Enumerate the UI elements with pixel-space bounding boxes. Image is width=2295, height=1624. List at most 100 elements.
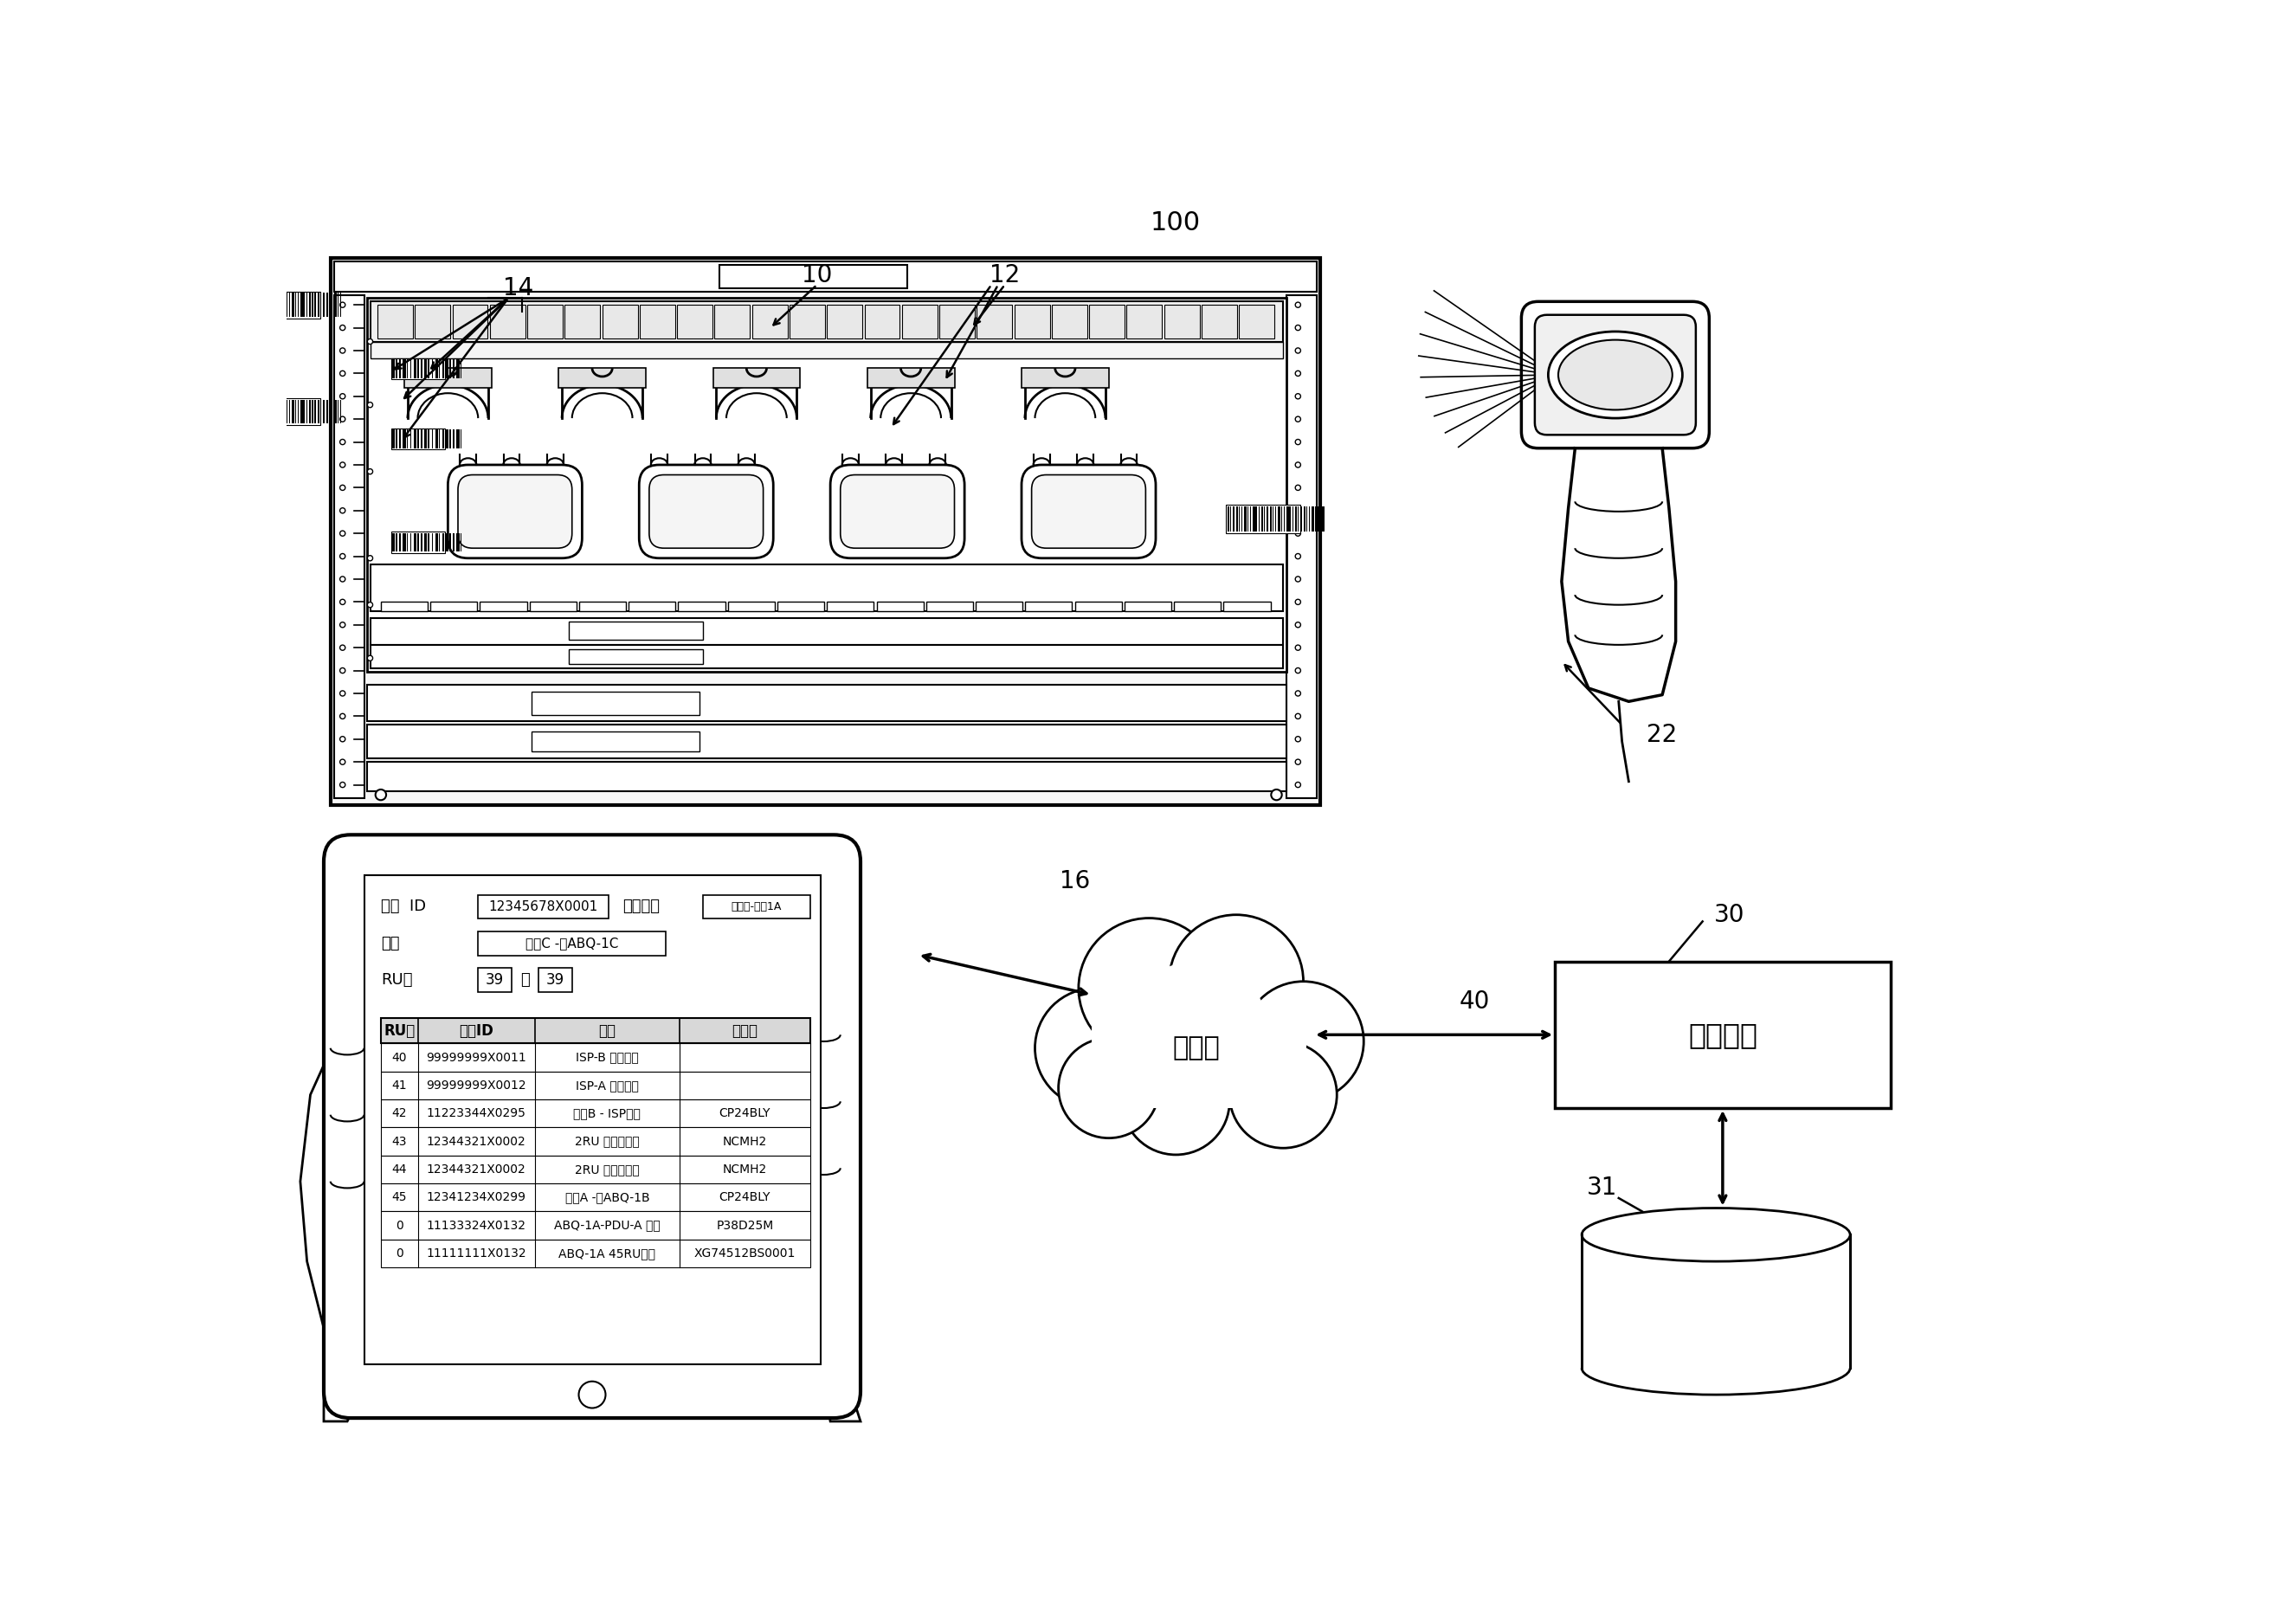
Text: NCMH2: NCMH2 [723, 1163, 767, 1176]
Circle shape [340, 416, 344, 422]
Bar [257, 292, 321, 318]
Text: 40: 40 [392, 1051, 406, 1064]
Text: 12344321X0002: 12344321X0002 [427, 1135, 526, 1148]
Bar [381, 1239, 810, 1267]
Circle shape [1294, 393, 1301, 400]
Circle shape [1294, 577, 1301, 581]
Circle shape [1058, 1038, 1159, 1138]
Text: NCMH2: NCMH2 [723, 1135, 767, 1148]
Bar [679, 601, 725, 612]
Circle shape [1244, 981, 1363, 1101]
Circle shape [340, 783, 344, 788]
Bar [1175, 601, 1221, 612]
Text: 43: 43 [392, 1135, 406, 1148]
Bar [532, 692, 700, 715]
FancyBboxPatch shape [638, 464, 773, 559]
Bar [558, 369, 645, 388]
Bar [367, 724, 1287, 758]
Text: 注解: 注解 [599, 1023, 615, 1038]
Circle shape [340, 302, 344, 307]
Bar [390, 359, 445, 380]
Circle shape [340, 599, 344, 604]
Bar [381, 601, 427, 612]
Bar [477, 968, 512, 992]
Circle shape [1294, 645, 1301, 650]
Bar [392, 429, 395, 448]
Text: 因特网: 因特网 [1173, 1036, 1219, 1060]
FancyBboxPatch shape [448, 464, 583, 559]
Text: 100: 100 [1150, 211, 1200, 235]
Bar [1226, 505, 1299, 533]
FancyBboxPatch shape [649, 474, 764, 549]
Bar [714, 369, 801, 388]
Text: 99999999X0012: 99999999X0012 [427, 1080, 526, 1091]
Bar [975, 601, 1024, 612]
Circle shape [1294, 531, 1301, 536]
Text: 39: 39 [487, 973, 505, 987]
Circle shape [340, 690, 344, 697]
Circle shape [367, 339, 372, 344]
Text: 41: 41 [392, 1080, 406, 1091]
Circle shape [1294, 370, 1301, 377]
Bar [1125, 601, 1170, 612]
Bar [868, 369, 955, 388]
Bar [376, 305, 413, 338]
Bar [445, 429, 448, 448]
Bar [367, 762, 1287, 791]
Bar [480, 601, 528, 612]
Text: 到: 到 [521, 973, 530, 987]
Bar [381, 1212, 810, 1239]
Bar [425, 359, 427, 378]
Circle shape [1294, 440, 1301, 445]
Bar [372, 565, 1283, 612]
Ellipse shape [1581, 1208, 1850, 1262]
Circle shape [340, 577, 344, 581]
Ellipse shape [1549, 331, 1682, 419]
FancyBboxPatch shape [1021, 464, 1157, 559]
Bar [1051, 305, 1088, 338]
Circle shape [1271, 789, 1283, 801]
Bar [539, 968, 571, 992]
Text: 42: 42 [392, 1108, 406, 1119]
Bar [528, 305, 562, 338]
Circle shape [367, 555, 372, 560]
Bar [431, 601, 477, 612]
Bar [381, 1127, 810, 1155]
Text: 12344321X0002: 12344321X0002 [427, 1163, 526, 1176]
Bar [532, 731, 700, 752]
Text: 30: 30 [1714, 903, 1744, 927]
Text: 45: 45 [392, 1192, 406, 1203]
Text: 11223344X0295: 11223344X0295 [427, 1108, 526, 1119]
Bar [381, 1184, 810, 1212]
Circle shape [340, 645, 344, 650]
Bar [381, 1018, 810, 1044]
Bar [1021, 369, 1108, 388]
Bar [530, 601, 576, 612]
Circle shape [340, 622, 344, 627]
Bar [753, 305, 787, 338]
Bar [404, 369, 491, 388]
Bar [372, 302, 1283, 341]
Bar [702, 895, 810, 919]
Bar [457, 429, 459, 448]
Circle shape [1294, 554, 1301, 559]
Bar [413, 359, 415, 378]
Text: 22: 22 [1648, 723, 1678, 747]
Bar [778, 601, 824, 612]
Text: 44: 44 [392, 1163, 406, 1176]
Bar [1239, 305, 1274, 338]
Bar [569, 622, 702, 640]
Circle shape [1294, 463, 1301, 468]
Circle shape [1294, 690, 1301, 697]
Bar [1223, 601, 1271, 612]
Bar [372, 619, 1283, 645]
Bar [629, 601, 675, 612]
Circle shape [367, 603, 372, 607]
Bar [404, 359, 406, 378]
Bar [902, 305, 936, 338]
Bar [1074, 601, 1122, 612]
Bar [381, 1044, 810, 1072]
Bar [640, 305, 675, 338]
Circle shape [1294, 325, 1301, 330]
Bar [390, 429, 445, 450]
